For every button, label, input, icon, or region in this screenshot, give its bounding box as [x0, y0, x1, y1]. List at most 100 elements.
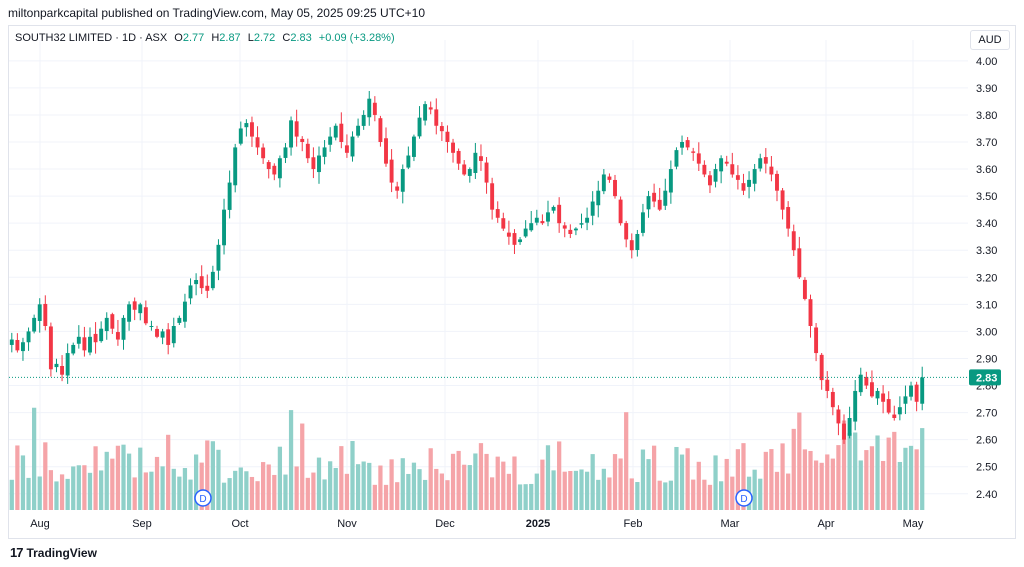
volume-bar [618, 458, 623, 510]
volume-bar [255, 481, 260, 510]
volume-bar [914, 449, 919, 510]
currency-button[interactable]: AUD [970, 30, 1010, 50]
candle-body [439, 126, 444, 132]
candle-body [808, 299, 813, 326]
candle-body [26, 331, 31, 343]
candle-body [685, 140, 690, 148]
candle-body [356, 125, 361, 136]
volume-bar [322, 479, 327, 510]
candle-body [568, 229, 573, 234]
volume-bar [244, 471, 249, 510]
candle-body [780, 190, 785, 210]
candle-body [523, 228, 528, 237]
candle-body [657, 199, 662, 210]
symbol-name[interactable]: SOUTH32 LIMITED · 1D · ASX [15, 32, 168, 44]
candle-body [434, 109, 439, 126]
volume-bar [417, 469, 422, 510]
volume-bar [227, 478, 232, 510]
volume-bar [300, 423, 305, 510]
volume-bar [233, 470, 238, 510]
time-tick-label: Aug [30, 518, 50, 530]
candle-body [222, 209, 226, 246]
candle-body [149, 326, 154, 327]
high-label: H [211, 32, 220, 44]
candle-body [21, 342, 25, 352]
candle-body [624, 223, 629, 240]
candle-body [110, 314, 115, 329]
candle-body [847, 418, 852, 436]
price-tick-label: 3.60 [976, 164, 997, 176]
candle-body [551, 206, 556, 211]
volume-bar [791, 428, 796, 510]
time-tick-label: Feb [624, 518, 643, 530]
candle-body [378, 118, 383, 142]
volume-bar [261, 462, 266, 510]
volume-bar [383, 484, 389, 510]
volume-bar [328, 461, 333, 510]
candle-body [423, 104, 428, 121]
volume-bar [869, 446, 875, 510]
candle-body [836, 409, 841, 424]
volume-bar [719, 481, 724, 510]
volume-bar [573, 470, 579, 510]
tradingview-logo-icon: 17 [10, 545, 24, 560]
volume-bar [283, 474, 288, 510]
price-tick-label: 3.80 [976, 110, 997, 122]
volume-bar [288, 410, 294, 510]
candle-body [177, 317, 182, 323]
candle-body [585, 217, 590, 223]
candle-body [635, 234, 640, 250]
candle-body [484, 162, 489, 183]
candle-body [104, 317, 109, 332]
candle-body [579, 223, 584, 225]
candle-body [769, 166, 774, 175]
volume-bar [897, 461, 902, 510]
candle-body [663, 190, 668, 206]
volume-bar [115, 445, 121, 510]
candle-body [305, 143, 310, 159]
candles [9, 91, 925, 444]
volume-bar [880, 460, 886, 510]
candle-body [244, 123, 249, 128]
volume-bar [333, 468, 338, 510]
candle-body [719, 158, 724, 172]
time-tick-label: Oct [231, 518, 248, 530]
candle-body [238, 128, 243, 144]
candle-body [763, 157, 768, 164]
candle-body [166, 329, 171, 345]
candle-body [830, 391, 835, 408]
volume-bar [651, 445, 657, 510]
volume-bar [668, 480, 673, 510]
volume-bar [467, 465, 472, 510]
candle-body [389, 159, 394, 183]
candle-body [825, 379, 830, 391]
candle-body [266, 162, 271, 170]
volume-bar [724, 458, 729, 510]
last-price-badge [969, 369, 1001, 386]
volume-bar [841, 420, 847, 510]
candle-body [99, 328, 104, 342]
time-tick-label: 2025 [526, 518, 550, 530]
price-tick-label: 2.50 [976, 462, 997, 474]
last-price-label: 2.83 [976, 372, 997, 384]
candle-body [277, 158, 282, 179]
volume-bar [802, 449, 808, 510]
volume-bar [193, 454, 199, 510]
time-tick-label: Apr [817, 518, 834, 530]
footer-brand[interactable]: 17 TradingView [10, 545, 97, 560]
candle-body [188, 285, 193, 299]
candle-body [283, 147, 288, 158]
volume-bar [763, 451, 768, 510]
volume-bar [786, 473, 791, 510]
volume-bar [87, 472, 93, 510]
volume-bar [506, 473, 512, 510]
candle-body [406, 155, 411, 168]
candle-body [702, 164, 707, 175]
candle-body [462, 164, 467, 175]
volume-bar [160, 466, 165, 510]
time-tick-label: Dec [435, 518, 455, 530]
time-tick-label: Sep [132, 518, 152, 530]
dividend-marker-icon [735, 489, 753, 507]
volume-bar [249, 476, 255, 510]
